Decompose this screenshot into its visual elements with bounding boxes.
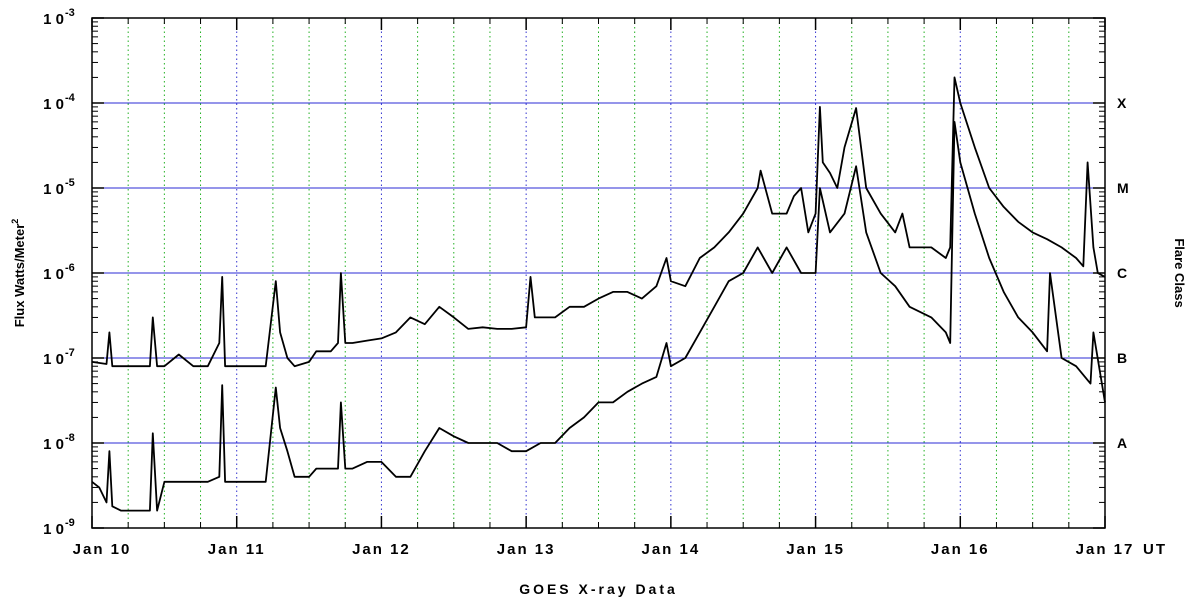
- x-axis-title: GOES X-ray Data: [519, 581, 678, 597]
- y-tick-exponent: -4: [65, 92, 76, 104]
- y-tick-label: 1 0: [43, 11, 64, 28]
- y-tick-exponent: -8: [65, 432, 75, 444]
- x-tick-label: Jan 14: [642, 541, 701, 558]
- y-axis-tick-labels: 1 0 -91 0 -81 0 -71 0 -61 0 -51 0 -41 0 -3: [43, 7, 76, 538]
- grid-lines: [92, 18, 1105, 528]
- y-axis-title: Flux Watts/Meter2: [10, 219, 27, 328]
- y-tick-exponent: -7: [65, 347, 75, 359]
- y-tick-exponent: -9: [65, 517, 75, 529]
- y-tick-label: 1 0: [43, 181, 64, 198]
- axis-ticks: [91, 17, 1106, 529]
- flare-class-label-x: X: [1117, 95, 1127, 111]
- y-tick-exponent: -6: [65, 262, 75, 274]
- x-tick-label: Jan 13: [497, 541, 556, 558]
- y-tick-label: 1 0: [43, 266, 64, 283]
- series-line-2: [91, 121, 1106, 512]
- flare-class-label-m: M: [1117, 180, 1129, 196]
- y-axis-title-text: Flux Watts/Meter: [12, 224, 27, 328]
- y-tick-label: 1 0: [43, 521, 64, 538]
- x-tick-label: Jan 11: [208, 541, 266, 558]
- x-tick-label: Jan 12: [352, 541, 411, 558]
- secondary-y-axis-title: Flare Class: [1172, 238, 1187, 307]
- flare-class-label-b: B: [1117, 350, 1127, 366]
- x-axis-tick-labels: Jan 10 Jan 11 Jan 12 Jan 13 Jan 14 Jan 15 Jan …: [73, 541, 1135, 558]
- y-tick-label: 1 0: [43, 96, 64, 113]
- flare-class-label-c: C: [1117, 265, 1127, 281]
- y-tick-exponent: -3: [65, 7, 75, 19]
- x-tick-label: Jan 16: [931, 541, 990, 558]
- x-tick-label: Jan 10: [73, 541, 132, 558]
- x-tick-label: Jan 17: [1076, 541, 1135, 558]
- x-axis-unit-label: UT: [1143, 541, 1167, 558]
- x-tick-label: Jan 15: [786, 541, 845, 558]
- y-axis-title-superscript: 2: [10, 219, 20, 224]
- flare-class-label-a: A: [1117, 435, 1127, 451]
- series-lines: [91, 76, 1106, 512]
- y-tick-exponent: -5: [65, 177, 75, 189]
- flare-class-labels: A B C M X: [1117, 95, 1129, 451]
- y-tick-label: 1 0: [43, 351, 64, 368]
- y-tick-label: 1 0: [43, 436, 64, 453]
- series-line-1: [91, 76, 1106, 368]
